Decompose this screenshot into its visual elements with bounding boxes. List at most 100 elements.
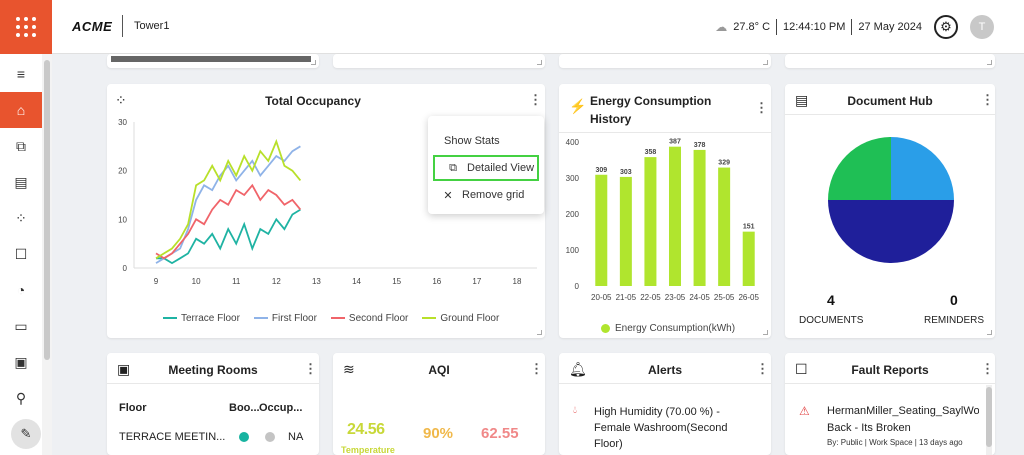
- edit-button[interactable]: ✎: [11, 419, 41, 449]
- settings-button[interactable]: ⚙: [934, 15, 958, 39]
- sidebar-scrollbar[interactable]: [42, 54, 52, 455]
- user-location-icon: ⚲: [15, 389, 27, 406]
- close-icon: ✕: [443, 189, 453, 202]
- resize-handle[interactable]: [763, 60, 768, 65]
- menu-toggle[interactable]: ≡: [0, 56, 42, 92]
- y-tick-label: 400: [566, 138, 580, 147]
- series-line-first: [155, 145, 301, 264]
- energy-bar: [669, 146, 681, 286]
- meeting-room-icon: ▣: [14, 353, 28, 370]
- site-selector[interactable]: Tower1: [134, 20, 170, 32]
- user-avatar[interactable]: T: [970, 15, 994, 39]
- document-pie-chart: [828, 137, 954, 263]
- sidebar-item-layers[interactable]: ⧉: [0, 128, 42, 164]
- sidebar-item-users[interactable]: ⚲: [0, 380, 42, 416]
- external-link-icon: ⧉: [449, 161, 457, 174]
- apps-grid-button[interactable]: [0, 0, 52, 54]
- occupancy-menu-button[interactable]: ⋮: [529, 92, 542, 107]
- bar-value-label: 329: [718, 160, 730, 167]
- meeting-rooms-card: ▣ Meeting Rooms ⋮ Floor Boo... Occup... …: [107, 353, 319, 455]
- meeting-rooms-menu-button[interactable]: ⋮: [304, 361, 317, 376]
- legend-label: Terrace Floor: [181, 312, 240, 324]
- menu-icon: ≡: [16, 66, 26, 82]
- legend-item-first[interactable]: First Floor: [253, 312, 317, 324]
- sidebar-scroll-thumb[interactable]: [44, 60, 50, 360]
- fault-reports-menu-button[interactable]: ⋮: [981, 361, 994, 376]
- legend-item-terrace[interactable]: Terrace Floor: [163, 313, 240, 324]
- resize-handle[interactable]: [537, 60, 542, 65]
- resize-handle[interactable]: [763, 330, 768, 335]
- alerts-menu-button[interactable]: ⋮: [756, 361, 769, 376]
- warning-icon: ⚠: [799, 404, 810, 418]
- sidebar-item-desk[interactable]: ▭: [0, 308, 42, 344]
- energy-bar: [742, 231, 755, 286]
- weather-icon: ☁: [715, 20, 728, 34]
- desk-monitor-icon: ▭: [14, 317, 28, 334]
- resize-handle[interactable]: [537, 330, 542, 335]
- series-line-second: [155, 183, 302, 260]
- series-line-ground: [155, 138, 302, 260]
- column-header-occupancy[interactable]: Occup...: [259, 402, 303, 414]
- apps-grid-icon: [16, 17, 36, 37]
- energy-bar: [619, 176, 632, 286]
- alert-line: Female Washroom(Second: [594, 422, 728, 434]
- menu-remove-grid[interactable]: ✕ Remove grid: [428, 182, 544, 208]
- alert-item[interactable]: High Humidity (70.00 %) - Female Washroo…: [594, 404, 727, 452]
- x-tick-label: 18: [513, 277, 522, 286]
- sidebar-item-meeting-rooms[interactable]: ▣: [0, 344, 42, 380]
- sidebar-item-documents[interactable]: ▤: [0, 164, 42, 200]
- bar-value-label: 303: [620, 169, 632, 176]
- fault-reports-card: ☐ Fault Reports ⋮ ⚠ HermanMiller_Seating…: [785, 353, 995, 455]
- bar-value-label: 309: [595, 167, 607, 174]
- menu-detailed-view[interactable]: ⧉ Detailed View: [433, 155, 539, 181]
- occupancy-title: Total Occupancy: [265, 94, 361, 108]
- card-divider: [559, 383, 771, 384]
- meeting-rooms-title: Meeting Rooms: [168, 363, 258, 377]
- occupancy-icon: ⁘: [15, 209, 27, 226]
- sidebar-item-home[interactable]: ⌂: [0, 92, 42, 128]
- fault-scroll-thumb[interactable]: [986, 387, 992, 447]
- legend-item-ground[interactable]: Ground Floor: [422, 313, 499, 324]
- sidebar-item-occupancy[interactable]: ⁘: [0, 200, 42, 236]
- document-hub-card: ▤ Document Hub ⋮ 4 DOCUMENTS 0 REMINDERS: [785, 84, 995, 338]
- column-header-floor[interactable]: Floor: [119, 402, 147, 414]
- column-header-booking[interactable]: Boo...: [229, 402, 260, 414]
- sidebar: ≡ ⌂ ⧉ ▤ ⁘ ☐ ◔ ▭ ▣ ⚲ ✎: [0, 54, 52, 455]
- energy-title-line1: Energy Consumption: [590, 94, 712, 108]
- x-tick-label: 13: [312, 277, 321, 286]
- resize-handle[interactable]: [987, 330, 992, 335]
- legend-item-second[interactable]: Second Floor: [330, 313, 408, 324]
- alert-line: High Humidity (70.00 %) -: [594, 406, 720, 418]
- documents-label: DOCUMENTS: [799, 315, 864, 326]
- sidebar-item-feedback[interactable]: ☐: [0, 236, 42, 272]
- sidebar-item-broadcast[interactable]: ◔: [0, 272, 42, 308]
- card-divider: [107, 383, 319, 384]
- top-card-1: [107, 54, 319, 68]
- energy-menu-button[interactable]: ⋮: [755, 100, 768, 115]
- resize-handle[interactable]: [987, 60, 992, 65]
- aqi-title: AQI: [428, 363, 450, 377]
- energy-bar: [595, 174, 608, 286]
- x-tick-label: 24-05: [689, 293, 710, 302]
- aqi-menu-button[interactable]: ⋮: [530, 361, 543, 376]
- energy-legend-label: Energy Consumption(kWh): [615, 323, 736, 334]
- energy-title-line2: History: [590, 112, 632, 126]
- clock-readout: 12:44:10 PM: [783, 21, 846, 33]
- legend-label: First Floor: [271, 312, 317, 324]
- layers-icon: ⧉: [16, 137, 26, 154]
- temperature-readout: 27.8° C: [733, 21, 771, 33]
- fault-item[interactable]: HermanMiller_Seating_SaylWorkC Back - It…: [827, 403, 979, 455]
- menu-show-stats[interactable]: Show Stats: [444, 135, 500, 147]
- occupancy-status-dot: [265, 432, 275, 442]
- energy-legend: Energy Consumption(kWh): [601, 323, 735, 334]
- header-status: ☁ 27.8° C 12:44:10 PM 27 May 2024 ⚙ T: [715, 14, 994, 40]
- aqi-humidity-value: 90%: [423, 425, 454, 442]
- document-hub-menu-button[interactable]: ⋮: [981, 92, 994, 107]
- resize-handle[interactable]: [311, 60, 316, 65]
- energy-bar: [693, 149, 706, 286]
- humidity-drop-icon: 💧︎: [573, 405, 577, 416]
- occupancy-legend: Terrace Floor First Floor Second Floor Grou…: [163, 306, 513, 324]
- legend-label: Ground Floor: [440, 312, 500, 324]
- status-divider: [776, 19, 778, 35]
- alerts-card: 🔔︎ Alerts ⋮ 💧︎ High Humidity (70.00 %) -…: [559, 353, 771, 455]
